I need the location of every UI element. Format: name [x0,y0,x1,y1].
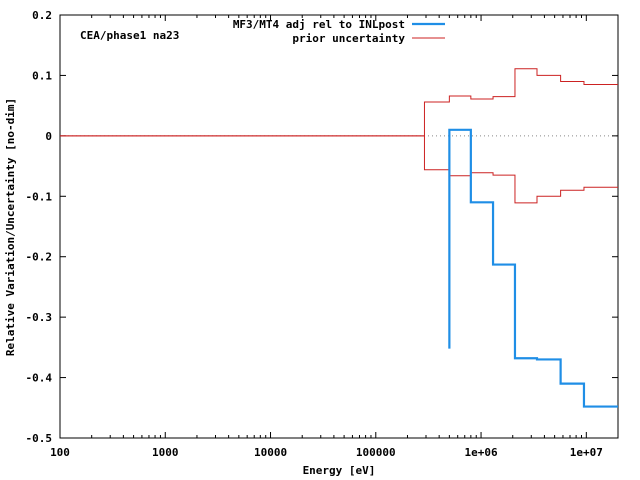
y-tick-label-0-1: -0.1 [26,190,53,203]
x-tick-label-1000: 1000 [152,446,179,459]
series-prior-uncertainty-lower [60,135,618,204]
x-tick-label-10000: 10000 [254,446,287,459]
y-tick-label-0-2: 0.2 [32,9,52,22]
y-tick-label-0-2: -0.2 [26,251,53,264]
legend-label-prior: prior uncertainty [292,32,405,45]
y-tick-label-0-1: 0.1 [32,69,52,82]
y-axis-label: Relative Variation/Uncertainty [no-dim] [4,98,17,356]
plot-frame [59,14,619,439]
x-axis-label: Energy [eV] [303,464,376,477]
x-tick-label-1e-07: 1e+07 [570,446,603,459]
legend: MF3/MT4 adj rel to INLpost prior uncerta… [233,18,445,45]
x-tick-label-100: 100 [50,446,70,459]
series-prior-uncertainty-upper [60,68,618,137]
y-tick-label-0-5: -0.5 [26,432,53,445]
chart-title: CEA/phase1 na23 [80,29,179,42]
y-tick-label-0-3: -0.3 [26,311,53,324]
series-adjustment [448,128,618,408]
series-layer [60,68,618,408]
x-tick-label-100000: 100000 [356,446,396,459]
y-tick-label-0-4: -0.4 [26,372,53,385]
x-tick-label-1e-06: 1e+06 [464,446,497,459]
y-tick-label-0: 0 [45,130,52,143]
legend-label-adjustment: MF3/MT4 adj rel to INLpost [233,18,405,31]
